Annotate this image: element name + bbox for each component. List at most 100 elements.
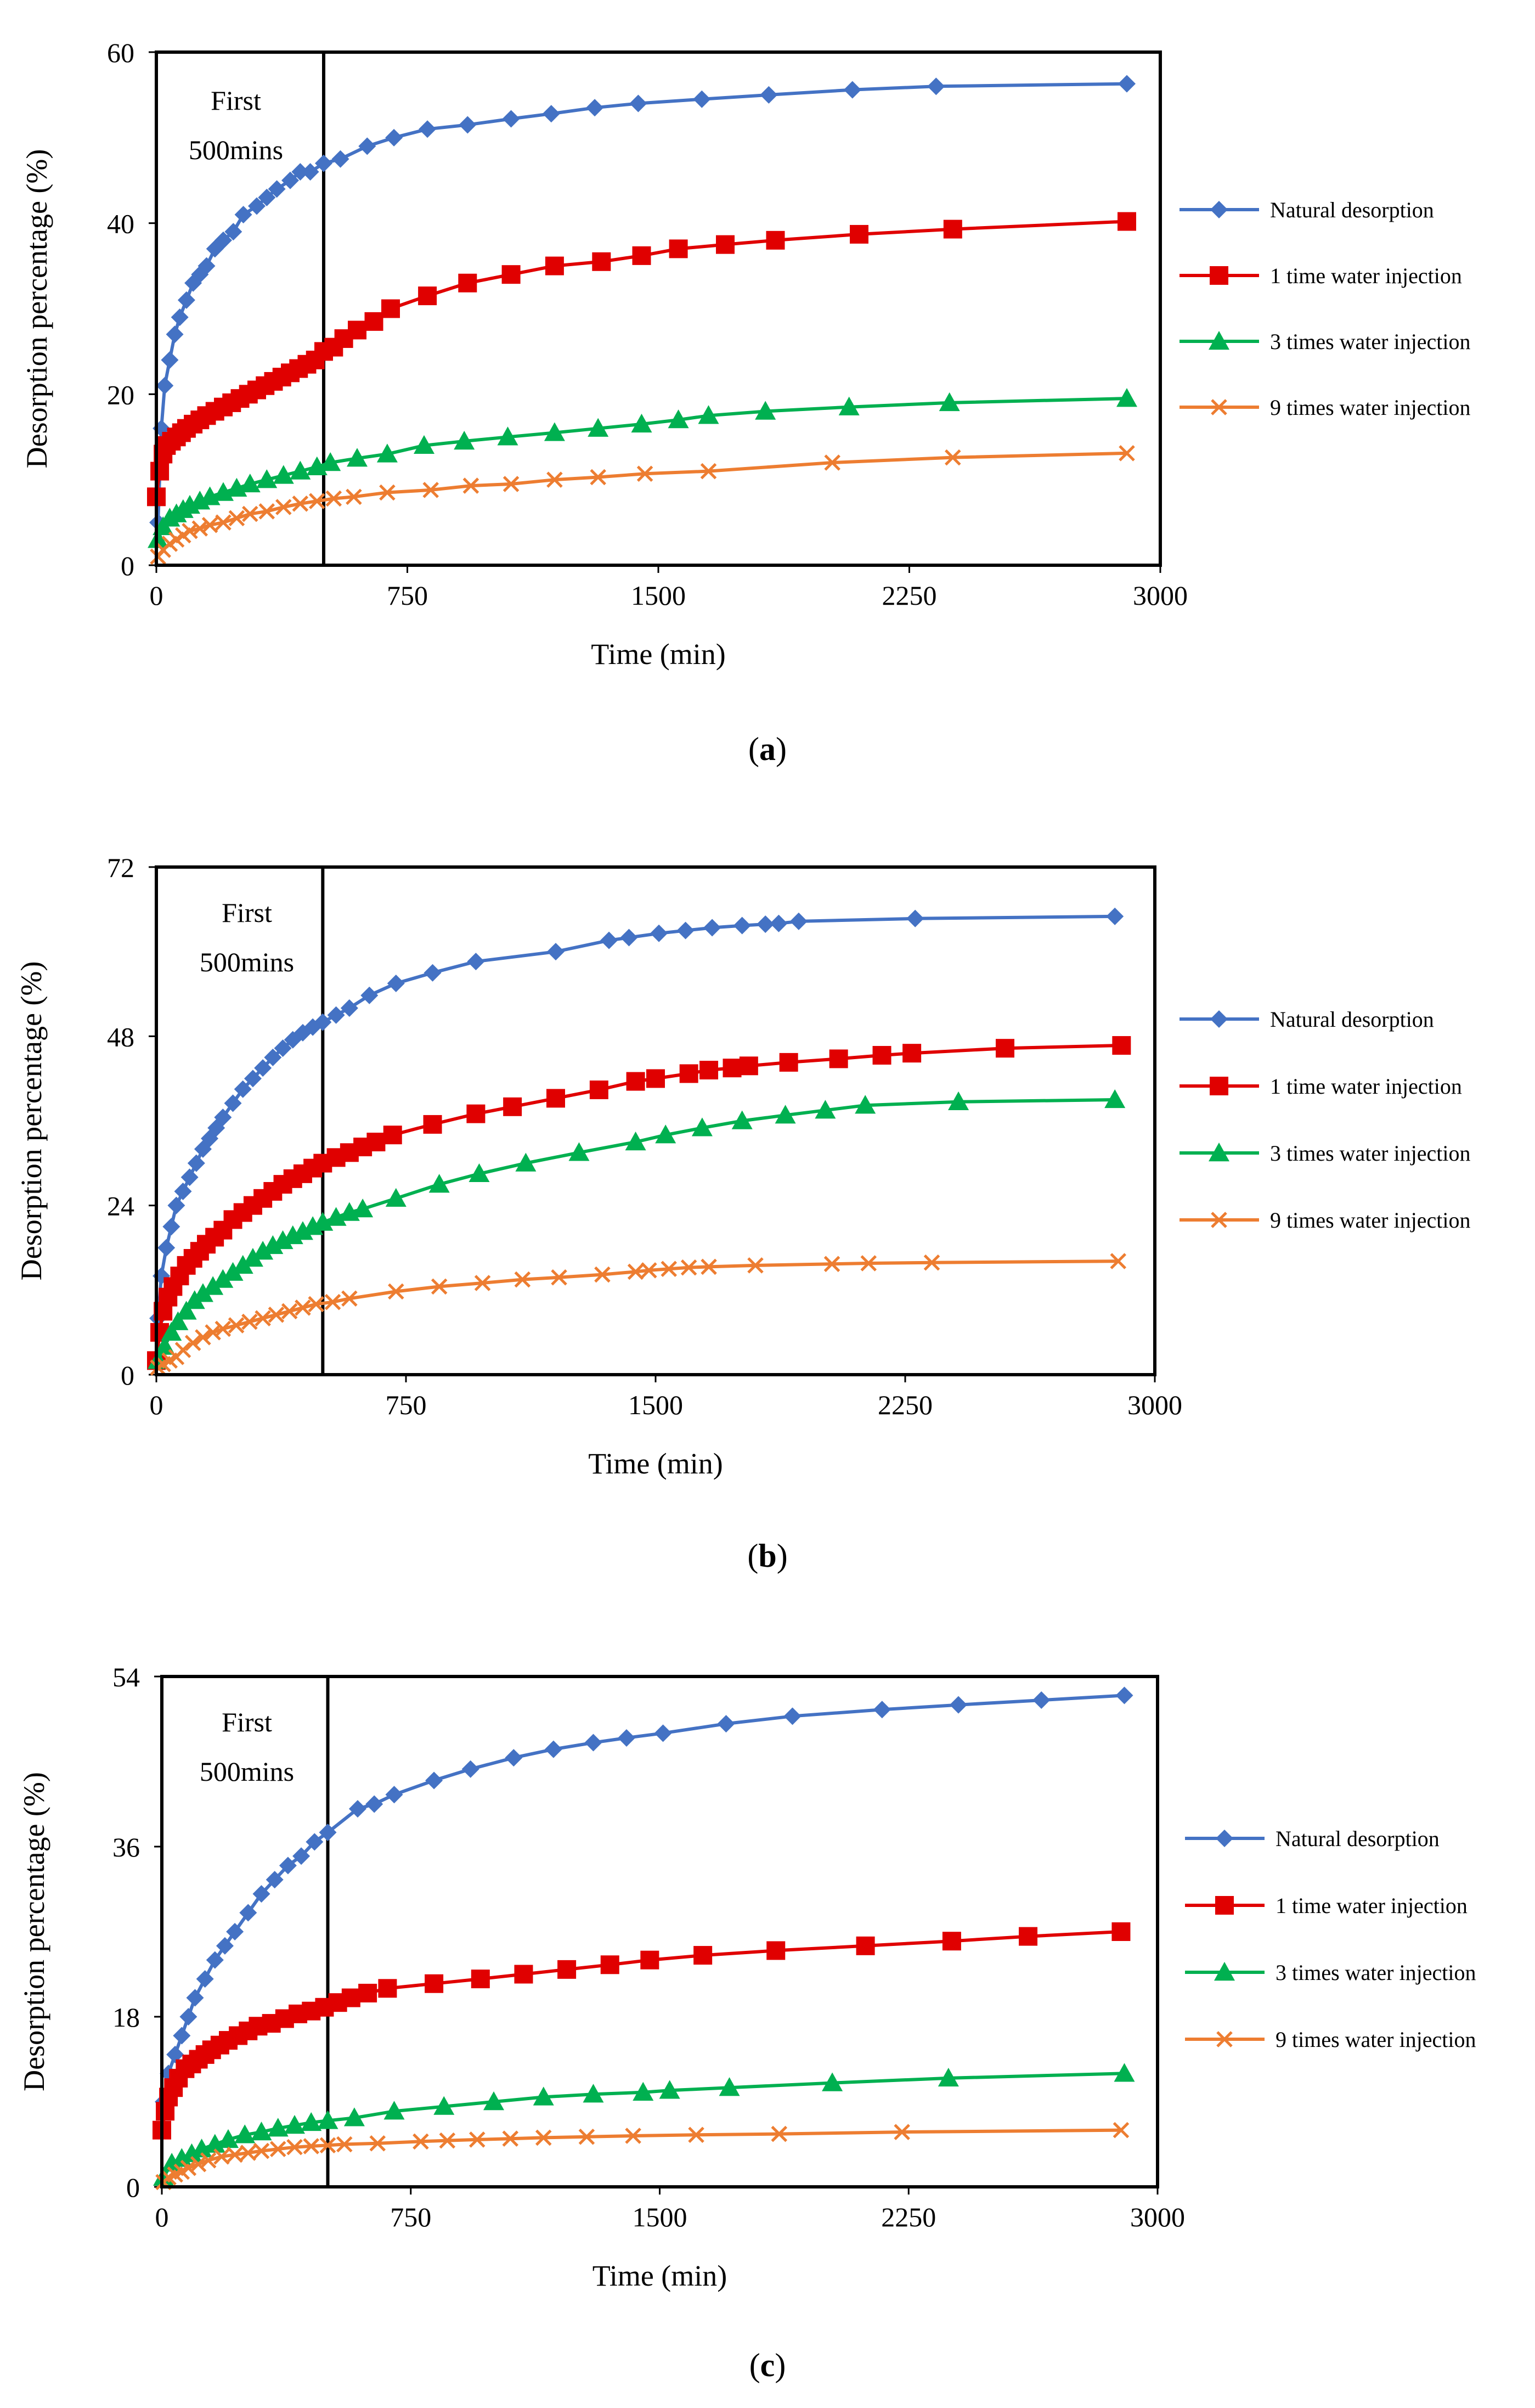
data-point	[366, 1133, 386, 1152]
y-tick-label: 36	[112, 1832, 140, 1863]
data-point	[167, 1196, 185, 1214]
data-point	[348, 320, 366, 340]
data-point	[770, 914, 788, 932]
data-point	[693, 1946, 713, 1965]
data-point	[312, 1212, 334, 1231]
data-point	[224, 223, 242, 241]
data-point	[306, 1833, 324, 1851]
data-point	[291, 163, 309, 181]
data-point	[625, 1132, 646, 1151]
data-point	[757, 915, 775, 933]
legend-label: Natural desorption	[1270, 1007, 1434, 1032]
data-point	[503, 476, 520, 492]
data-point	[290, 460, 311, 480]
data-point	[459, 116, 477, 134]
data-point	[215, 1320, 232, 1337]
data-point	[171, 308, 189, 327]
data-point	[503, 1097, 522, 1116]
data-point	[594, 1266, 611, 1283]
data-point	[216, 1937, 234, 1955]
x-tick-label: 0	[150, 1389, 163, 1420]
legend-marker	[1216, 2031, 1233, 2047]
series-line	[155, 1044, 1122, 1361]
x-tick-label: 750	[387, 580, 428, 611]
data-point	[557, 1960, 577, 1979]
data-point	[669, 239, 688, 258]
data-point	[872, 1046, 891, 1065]
data-point	[256, 469, 278, 488]
data-point	[262, 1235, 284, 1254]
data-point	[701, 1258, 717, 1275]
data-point	[385, 128, 403, 147]
data-point	[546, 1089, 565, 1108]
plot-frame	[160, 1675, 1159, 2188]
data-point	[474, 1275, 491, 1291]
data-point	[195, 1329, 211, 1346]
data-point	[365, 1795, 383, 1813]
legend-marker	[1210, 266, 1228, 285]
legend-label: 1 time water injection	[1270, 1074, 1462, 1099]
data-point	[1118, 75, 1136, 93]
legend-entry: 1 time water injection	[1185, 1893, 1468, 1918]
data-point	[668, 409, 689, 429]
data-point	[755, 401, 776, 420]
data-point	[822, 2072, 843, 2091]
data-point	[939, 392, 960, 412]
data-point	[295, 1299, 311, 1316]
data-point	[462, 477, 479, 494]
data-point	[454, 431, 475, 450]
data-point	[422, 482, 439, 498]
x-tick-label: 0	[155, 2202, 169, 2232]
panel-caption: (b)	[747, 1538, 787, 1574]
data-point	[234, 2124, 256, 2143]
data-point	[378, 1979, 397, 1998]
data-point	[352, 1199, 374, 1218]
data-point	[723, 1059, 742, 1078]
data-point	[942, 1932, 961, 1951]
x-tick-label: 2250	[881, 2202, 936, 2232]
data-point	[1119, 445, 1135, 462]
annotation-500mins: 500mins	[200, 947, 294, 977]
data-point	[244, 1070, 262, 1088]
data-point	[698, 405, 719, 424]
data-point	[324, 1293, 341, 1310]
data-point	[626, 1072, 645, 1091]
data-point	[733, 916, 751, 935]
data-point	[625, 2128, 641, 2144]
plot-frame	[155, 865, 1156, 1376]
data-point	[191, 2139, 212, 2158]
data-point	[224, 1094, 242, 1112]
data-point	[654, 1724, 672, 1742]
x-tick-label: 2250	[882, 580, 937, 611]
data-point	[501, 265, 521, 284]
data-point	[346, 488, 362, 505]
data-point	[379, 484, 396, 501]
data-point	[358, 1983, 377, 2002]
data-point	[319, 2137, 336, 2153]
x-tick-label: 0	[150, 580, 163, 611]
data-point	[823, 1256, 840, 1273]
y-tick-label: 40	[107, 209, 134, 239]
data-point	[943, 220, 962, 239]
data-point	[388, 1283, 404, 1300]
legend-entry: Natural desorption	[1180, 198, 1434, 222]
data-point	[515, 1152, 537, 1172]
data-point	[387, 974, 405, 992]
data-point	[241, 1313, 258, 1330]
data-point	[679, 1064, 698, 1083]
data-point	[272, 1230, 294, 1250]
data-point	[1019, 1927, 1038, 1946]
data-point	[923, 1254, 940, 1271]
data-point	[592, 252, 611, 271]
series-3-times-water-injection	[153, 2063, 1135, 2186]
data-point	[497, 426, 518, 446]
data-point	[676, 921, 695, 939]
series-line	[162, 2128, 1121, 2184]
y-tick-label: 18	[112, 2002, 140, 2033]
data-point	[181, 2143, 202, 2162]
legend-label: Natural desorption	[1270, 198, 1434, 222]
data-point	[688, 2126, 704, 2143]
data-point	[771, 2125, 788, 2142]
data-point	[234, 206, 252, 224]
data-point	[466, 1104, 486, 1123]
